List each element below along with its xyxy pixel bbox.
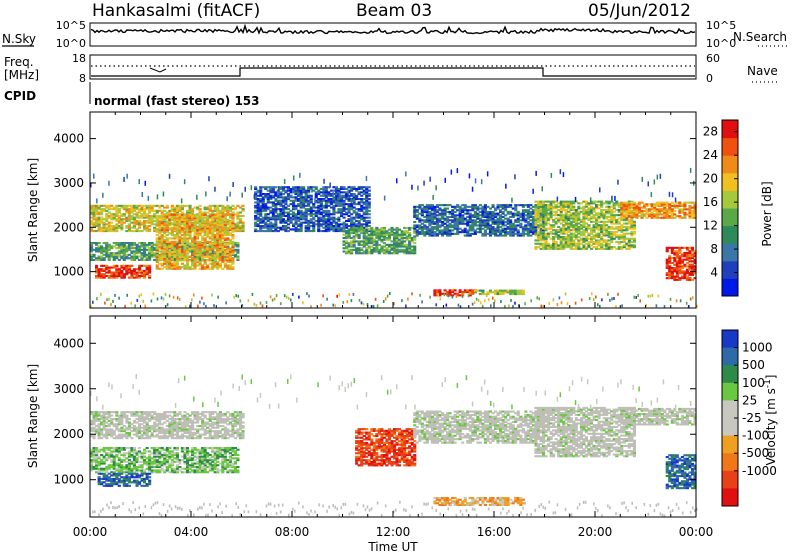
freq-dip: [150, 68, 166, 72]
scatter-cell: [148, 275, 151, 277]
nave-trace: [91, 68, 695, 76]
scatter-cell: [454, 289, 457, 291]
scatter-cell: [242, 205, 245, 207]
scatter-cell: [368, 198, 371, 200]
beam-title: Beam 03: [356, 1, 432, 21]
scatter-cell: [368, 225, 371, 227]
scatter-cell: [519, 223, 522, 225]
scatter-cell: [368, 210, 371, 212]
station-title: Hankasalmi (fitACF): [92, 1, 260, 21]
nsearch-label: N.Search: [733, 30, 787, 44]
scatter-cell: [587, 224, 590, 226]
scatter-cell: [189, 205, 192, 207]
noise-frame: [90, 23, 696, 46]
scatter-cell: [236, 256, 239, 258]
scatter-cell: [166, 205, 169, 207]
scatter-cell: [555, 241, 558, 243]
scatter-cell: [231, 234, 234, 236]
scatter-cell: [236, 242, 239, 244]
nave-label: Nave: [747, 64, 778, 78]
noise-panel: N.Sky 10^5 10^0 10^5 10^0 N.Search: [2, 19, 790, 50]
noise-trace: [91, 26, 695, 34]
scatter-cell: [413, 246, 416, 248]
scatter-cell: [209, 251, 212, 253]
scatter-cell: [93, 254, 96, 256]
scatter-cell: [199, 205, 202, 207]
scatter-cell: [509, 219, 512, 221]
scatter-cell: [368, 186, 371, 188]
scatter-cell: [242, 215, 245, 217]
scatter-cell: [231, 222, 234, 224]
scatter-cell: [327, 210, 330, 212]
scatter-cell: [98, 242, 101, 244]
scatter-cell: [368, 193, 371, 195]
nave-tick-top: 60: [706, 52, 720, 65]
cpid-text: normal (fast stereo) 153: [94, 94, 260, 108]
scatter-cell: [95, 265, 98, 267]
scatter-cell: [522, 290, 525, 292]
scatter-cell: [517, 229, 520, 231]
freq-label: Freq.: [4, 55, 34, 69]
scatter-cell: [343, 227, 346, 229]
freq-panel: Freq. [MHz] 18 8 60 0 Nave: [4, 52, 778, 85]
scatter-cell: [204, 214, 207, 216]
scatter-cell: [481, 290, 484, 292]
scatter-cell: [115, 265, 118, 267]
scatter-cell: [408, 232, 411, 234]
noise-tick-left-top: 10^5: [56, 19, 86, 32]
scatter-cell: [368, 201, 371, 203]
scatter-cell: [438, 289, 441, 291]
scatter-cell: [633, 238, 636, 240]
scatter-cell: [231, 214, 234, 216]
scatter-cell: [446, 208, 449, 210]
scatter-cell: [199, 208, 202, 210]
scatter-cell: [148, 228, 151, 230]
scatter-cell: [239, 218, 242, 220]
scatter-cell: [413, 221, 416, 223]
power-marks: [90, 168, 698, 308]
scatter-cell: [368, 220, 371, 222]
scatter-cell: [368, 217, 371, 219]
cpid-label: CPID: [4, 89, 36, 103]
scatter-cell: [492, 204, 495, 206]
scatter-cell: [254, 186, 257, 188]
scatter-cell: [572, 206, 575, 208]
scatter-cell: [242, 208, 245, 210]
scatter-cell: [231, 241, 234, 243]
scatter-cell: [368, 213, 371, 215]
date-title: 05/Jun/2012: [588, 1, 691, 21]
scatter-cell: [231, 258, 234, 260]
scatter-cell: [130, 265, 133, 267]
scatter-cell: [368, 190, 371, 192]
scatter-cell: [242, 222, 245, 224]
scatter-cell: [110, 222, 113, 224]
scatter-cell: [148, 265, 151, 267]
scatter-cell: [310, 195, 313, 197]
scatter-cell: [633, 221, 636, 223]
scatter-cell: [231, 266, 234, 268]
scatter-cell: [383, 227, 386, 229]
noise-tick-left-bottom: 10^0: [56, 37, 86, 50]
noise-tick-right-bottom: 10^0: [706, 37, 736, 50]
scatter-cell: [633, 244, 636, 246]
scatter-cell: [274, 186, 277, 188]
scatter-cell: [315, 186, 318, 188]
scatter-cell: [236, 249, 239, 251]
scatter-cell: [509, 204, 512, 206]
freq-tick-top: 18: [72, 52, 86, 65]
scatter-cell: [186, 251, 189, 253]
scatter-cell: [302, 186, 305, 188]
noise-tick-right-top: 10^5: [706, 19, 736, 32]
freq-unit-label: [MHz]: [4, 68, 39, 82]
scatter-cell: [633, 231, 636, 233]
nave-tick-bottom: 0: [706, 72, 713, 85]
scatter-cell: [343, 217, 346, 219]
nsky-label: N.Sky: [2, 32, 36, 46]
freq-tick-bottom: 8: [79, 72, 86, 85]
scatter-cell: [413, 242, 416, 244]
